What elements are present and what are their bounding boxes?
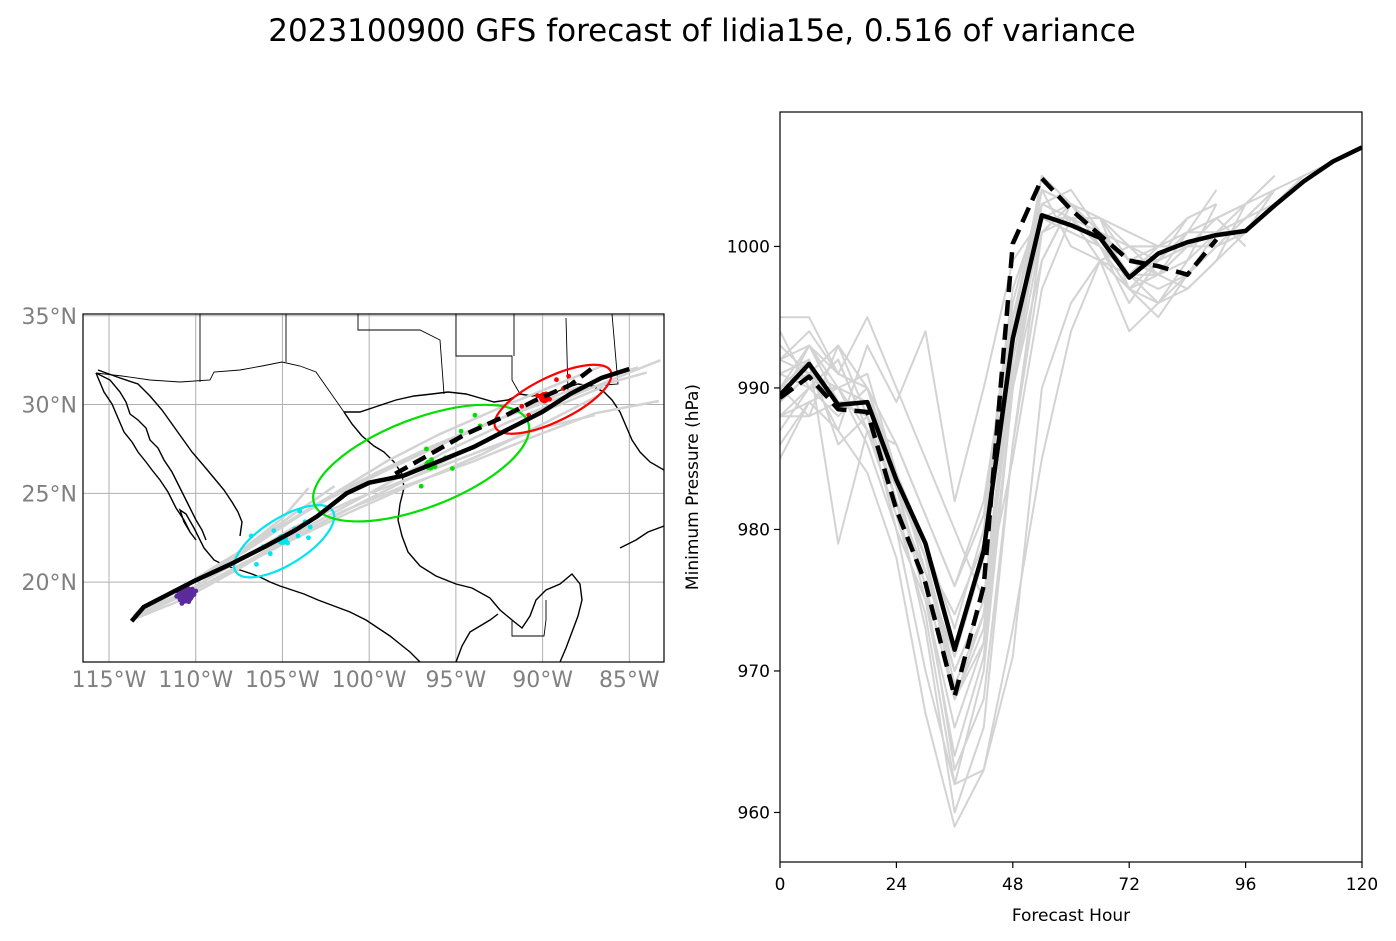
y-tick-label: 990 [738, 379, 770, 399]
ensemble-position-t3 [519, 403, 525, 409]
mean-track [129, 366, 630, 623]
ensemble-pressure-line-17 [780, 188, 1276, 588]
central-america-border [511, 600, 547, 637]
ensemble-position-t1 [307, 524, 313, 530]
ensemble-pressure-line-16 [780, 174, 1276, 828]
ensemble-position-t2 [472, 412, 478, 418]
ellipse-t1 [233, 504, 336, 579]
latitude-tick-labels: 20°N 25°N 30°N 35°N [22, 305, 77, 596]
map-gridlines [83, 314, 664, 662]
ensemble-position-t1 [306, 535, 311, 541]
map-y-tick-label: 35°N [22, 305, 77, 330]
mean-tracks [129, 366, 630, 623]
ensemble-position-t3 [554, 377, 559, 383]
coastline-borders [95, 369, 664, 662]
forecast-hour-ticks: 0 24 48 72 96 120 [775, 862, 1378, 895]
x-tick-label: 24 [886, 875, 908, 895]
mean-track-dashed [394, 367, 593, 476]
y-tick-label: 960 [738, 803, 770, 823]
state-border-3 [357, 314, 445, 395]
track-map: 115°W 110°W 105°W 100°W 95°W 90°W 85°W 20°N 25°… [22, 305, 665, 693]
pacific-coastline [95, 372, 421, 662]
x-tick-label: 120 [1346, 875, 1378, 895]
pressure-plot-frame [779, 111, 1363, 863]
ensemble-position-t2 [418, 483, 424, 489]
mean-pressure-lines [780, 145, 1362, 699]
map-x-tick-label: 95°W [426, 668, 487, 693]
ensemble-position-t2 [423, 446, 429, 452]
x-axis-label: Forecast Hour [1012, 906, 1130, 926]
ensemble-track-1 [139, 413, 595, 614]
x-tick-label: 0 [775, 875, 786, 895]
ensemble-position-t2 [450, 466, 455, 471]
figure-title: 2023100900 GFS forecast of lidia15e, 0.5… [268, 13, 1135, 49]
map-x-tick-label: 115°W [72, 668, 147, 693]
baja-gulf-coast [95, 372, 207, 541]
ensemble-position-t3 [566, 373, 572, 379]
ellipse-t2 [312, 403, 531, 523]
x-tick-label: 96 [1235, 875, 1257, 895]
map-y-tick-label: 30°N [22, 394, 77, 419]
ensemble-position-t3 [534, 393, 540, 399]
pressure-chart: 0 24 48 72 96 120 960 970 980 990 1000 Forecast H… [683, 111, 1378, 926]
pressure-ticks: 960 970 980 990 1000 [727, 237, 780, 823]
ellipse-t3 [493, 363, 613, 435]
longitude-tick-labels: 115°W 110°W 105°W 100°W 95°W 90°W 85°W [72, 668, 660, 693]
y-tick-label: 1000 [727, 237, 770, 257]
map-frame [82, 313, 665, 663]
map-x-tick-label: 105°W [245, 668, 320, 693]
map-x-tick-label: 90°W [512, 668, 573, 693]
ensemble-position-t1 [271, 528, 277, 534]
ensemble-track-9 [132, 371, 648, 617]
map-y-tick-label: 25°N [22, 482, 77, 507]
gulf-of-mexico-coast [343, 411, 583, 662]
ensemble-track-2 [132, 399, 660, 621]
cuba-coast [619, 525, 664, 549]
state-border-4 [455, 314, 521, 395]
map-x-tick-label: 110°W [158, 668, 233, 693]
y-tick-label: 970 [738, 662, 770, 682]
y-axis-label: Minimum Pressure (hPa) [683, 384, 703, 590]
map-x-tick-label: 85°W [599, 668, 660, 693]
gulf-of-california-coast [97, 369, 243, 537]
ensemble-position-t1 [254, 561, 259, 567]
ensemble-position-t1 [267, 551, 273, 557]
x-tick-label: 48 [1002, 875, 1024, 895]
us-mexico-border [95, 361, 345, 413]
yucatan-coast [455, 613, 499, 662]
pressure-plot-area [780, 112, 1362, 862]
ensemble-position-t1 [295, 533, 301, 539]
uncertainty-ellipses [233, 363, 613, 579]
mean-pressure-dashed [780, 176, 1219, 699]
ensemble-position-t0 [193, 588, 199, 594]
ensemble-position-t2 [458, 428, 464, 434]
x-tick-label: 72 [1118, 875, 1140, 895]
map-x-tick-label: 100°W [332, 668, 407, 693]
mean-pressure-solid [780, 145, 1362, 652]
y-tick-label: 980 [738, 520, 770, 540]
map-y-tick-label: 20°N [22, 571, 77, 596]
